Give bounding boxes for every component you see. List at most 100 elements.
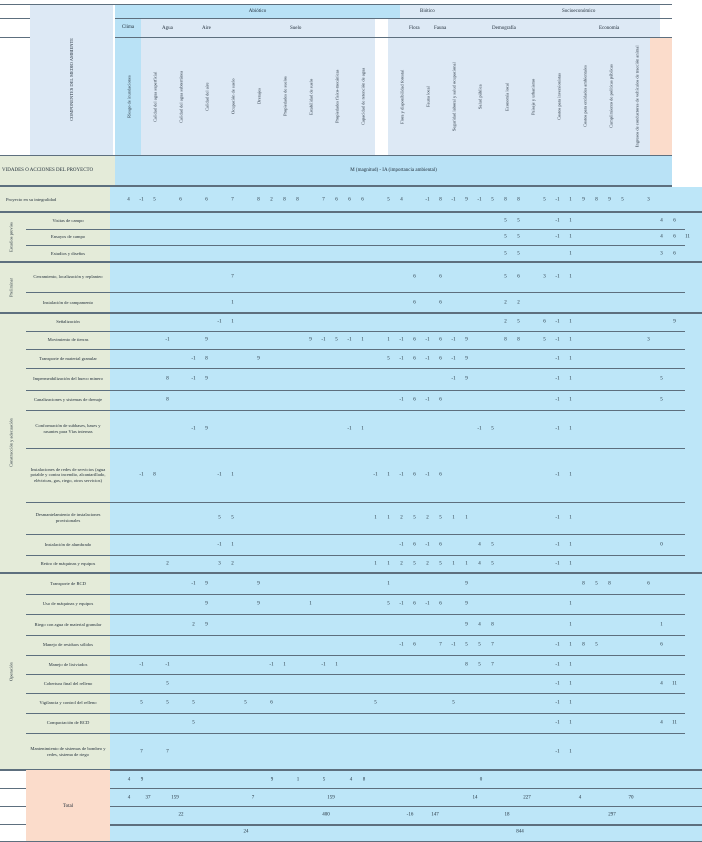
- total-value: 147: [431, 812, 439, 818]
- activity-label: Instalación de alumbrado: [44, 541, 92, 547]
- activity-label: Riego con agua de material granular: [34, 621, 102, 627]
- impact-value: -1: [555, 515, 560, 521]
- row-rule: [0, 769, 702, 771]
- total-value: 7: [251, 795, 255, 801]
- impact-value: 6: [413, 300, 416, 305]
- impact-value: 1: [569, 218, 572, 223]
- impact-value: 4: [660, 234, 663, 240]
- impact-value: 8: [257, 197, 260, 203]
- total-value: 227: [523, 795, 531, 801]
- impact-value: 5: [153, 197, 156, 203]
- column-header: Costos para entidades ambientales: [582, 65, 588, 128]
- impact-value: -1: [321, 337, 326, 343]
- impact-value: -1: [347, 337, 352, 343]
- impact-value: -1: [399, 642, 404, 648]
- activity-label: Vigilancia y control del relleno: [39, 700, 97, 706]
- total-value: 22: [178, 812, 184, 818]
- impact-value: 5: [504, 234, 507, 240]
- group-abiotico: Abiótico: [115, 5, 400, 18]
- group-band-right: [400, 5, 660, 18]
- row-rule: [26, 594, 685, 595]
- impact-value: 2: [517, 300, 520, 305]
- impact-value: -1: [555, 197, 560, 203]
- row-rule: [26, 693, 685, 694]
- impact-value: 6: [673, 218, 676, 223]
- column-header: Economía local: [504, 82, 510, 111]
- activity-label: Mantenimiento de sistemas de bombeo y re…: [30, 745, 106, 757]
- header-rule: [0, 18, 30, 19]
- subgroup-flora: Flora: [409, 26, 420, 31]
- impact-value: 5: [491, 561, 494, 567]
- row-rule: [26, 534, 685, 535]
- impact-value: -1: [555, 561, 560, 567]
- total-value: 24: [243, 829, 249, 835]
- impact-value: -1: [555, 218, 560, 223]
- column-header: Calidad del aire: [204, 82, 210, 111]
- impact-value: 6: [179, 197, 182, 203]
- impact-value: 5: [192, 700, 195, 706]
- impact-value: 6: [439, 472, 442, 478]
- impact-value: 8: [504, 337, 507, 343]
- activity-label: Instalaciones de redes de servicios (agu…: [30, 466, 106, 483]
- impact-value: -1: [425, 337, 430, 343]
- group-socioeconomico: Socioeconómico: [562, 9, 596, 14]
- impact-value: -1: [451, 337, 456, 343]
- impact-value: 5: [140, 700, 143, 706]
- impact-value: 5: [387, 356, 390, 361]
- impact-value: 9: [205, 376, 208, 382]
- total-value: 4: [578, 795, 582, 801]
- impact-value: 5: [543, 197, 546, 203]
- impact-value: -1: [555, 720, 560, 726]
- row-rule: [26, 733, 685, 734]
- row-rule: [26, 614, 685, 615]
- activity-label-column: [0, 187, 110, 770]
- row-rule: [26, 502, 685, 503]
- column-header: Calidad del agua superficial: [152, 71, 158, 122]
- impact-value: -1: [373, 472, 378, 478]
- impact-value: 5: [504, 251, 507, 256]
- impact-value: 2: [166, 561, 169, 567]
- impact-value: 5: [218, 515, 221, 521]
- row-rule: [110, 788, 702, 789]
- impact-value: 8: [517, 337, 520, 343]
- impact-value: 5: [517, 251, 520, 256]
- impact-value: 1: [569, 542, 572, 547]
- subgroup-suelo: Suelo: [290, 26, 302, 31]
- impact-value: 5: [439, 515, 442, 521]
- impact-value: 9: [205, 426, 208, 432]
- impact-value: -1: [451, 642, 456, 648]
- total-value: 14: [472, 795, 478, 801]
- impact-value: 5: [504, 274, 507, 280]
- impact-value: 9: [309, 337, 312, 343]
- impact-value: -1: [555, 356, 560, 361]
- impact-value: 1: [569, 561, 572, 567]
- impact-value: 8: [504, 197, 507, 203]
- row-rule: [0, 788, 26, 789]
- impact-value: 1: [569, 319, 572, 325]
- impact-value: 1: [231, 472, 234, 478]
- impact-value: 9: [608, 197, 611, 203]
- activity-label: Proyecto en su integralidad: [6, 197, 57, 203]
- impact-value: 6: [413, 337, 416, 343]
- row-rule: [26, 410, 685, 411]
- total-value: 9: [270, 777, 274, 783]
- impact-value: 7: [491, 662, 494, 667]
- impact-value: -1: [165, 662, 170, 667]
- impact-value: 1: [387, 472, 390, 478]
- impact-value: -1: [555, 337, 560, 343]
- row-rule: [110, 824, 702, 826]
- impact-value: 6: [517, 274, 520, 280]
- impact-value: -1: [451, 197, 456, 203]
- row-rule: [26, 448, 685, 449]
- impact-value: 5: [621, 197, 624, 203]
- impact-value: -1: [555, 642, 560, 648]
- impact-value: 1: [387, 337, 390, 343]
- impact-value: -1: [555, 376, 560, 382]
- row-rule: [0, 211, 702, 213]
- column-header: Salud pública: [477, 84, 483, 109]
- activity-label: Impermeabilización del hueco minero: [33, 376, 103, 382]
- impact-value: 4: [478, 622, 481, 627]
- impact-value: 8: [582, 642, 585, 648]
- impact-value: 1: [569, 642, 572, 648]
- impact-value: 5: [387, 197, 390, 203]
